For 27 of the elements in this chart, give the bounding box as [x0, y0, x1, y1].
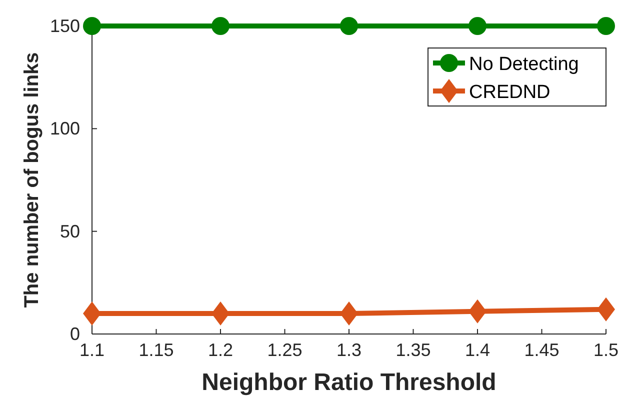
x-tick-label: 1.5: [593, 340, 619, 360]
point: [212, 17, 230, 35]
legend-label: No Detecting: [469, 54, 579, 75]
legend-label: CREDND: [469, 82, 550, 103]
point: [83, 301, 101, 326]
x-axis-title: Neighbor Ratio Threshold: [202, 369, 496, 396]
y-tick-label: 50: [60, 221, 80, 242]
x-tick-label: 1.4: [464, 340, 490, 360]
y-tick-label: 150: [50, 16, 80, 36]
point: [340, 301, 358, 326]
point: [468, 17, 486, 35]
point: [212, 301, 230, 326]
point: [597, 297, 615, 322]
x-tick-label: 1.3: [336, 340, 362, 360]
y-tick-label: 0: [70, 324, 80, 344]
point: [468, 299, 486, 324]
y-axis-title: The number of bogus links: [21, 52, 43, 308]
y-tick-label: 100: [50, 118, 80, 139]
x-tick-label: 1.25: [267, 340, 302, 360]
x-tick-label: 1.15: [138, 340, 174, 360]
x-tick-label: 1.1: [79, 340, 105, 360]
x-tick-label: 1.45: [524, 340, 560, 360]
x-tick-label: 1.2: [208, 340, 234, 360]
point: [340, 17, 358, 35]
point: [83, 17, 101, 35]
x-tick-label: 1.35: [396, 340, 431, 360]
point: [597, 17, 615, 35]
